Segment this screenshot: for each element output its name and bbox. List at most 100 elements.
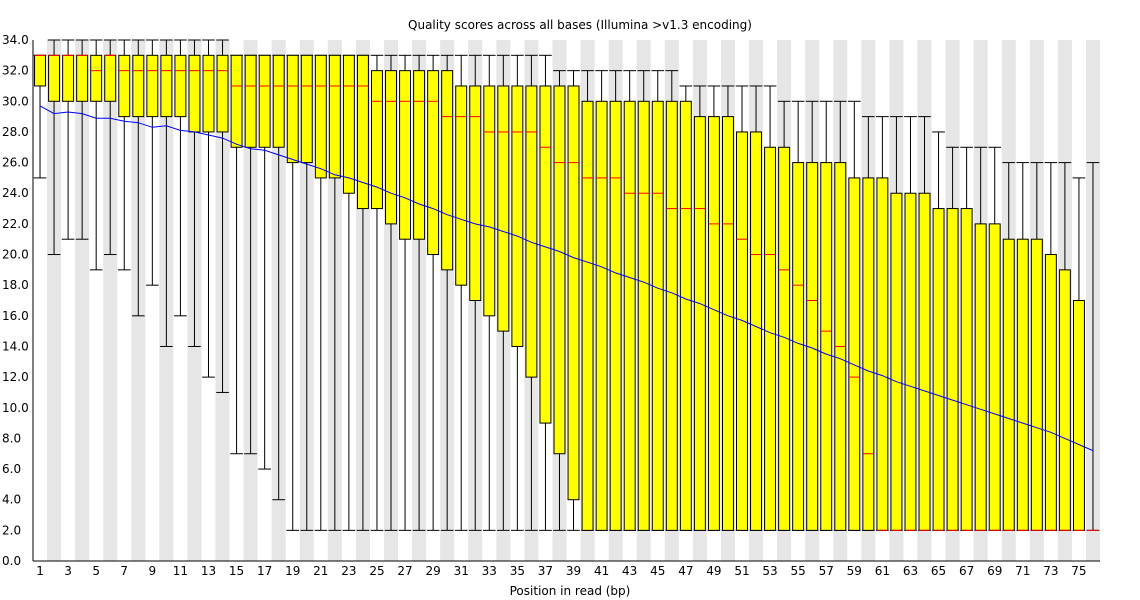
x-tick-label: 55: [791, 564, 806, 578]
box-65: [932, 208, 945, 531]
box-50: [721, 116, 734, 531]
x-tick-label: 63: [903, 564, 918, 578]
box-48: [693, 116, 706, 531]
x-tick-label: 31: [454, 564, 469, 578]
x-tick-label: 67: [959, 564, 974, 578]
box-70: [1002, 238, 1015, 531]
box-69: [988, 223, 1001, 531]
box-75: [1072, 300, 1085, 531]
box-32: [469, 85, 482, 302]
box-2: [48, 54, 61, 102]
box-33: [483, 85, 496, 317]
y-tick-label: 34.0: [2, 33, 29, 47]
x-axis-label: Position in read (bp): [510, 584, 631, 598]
box-36: [525, 85, 538, 378]
box-63: [904, 192, 917, 531]
x-tick-label: 47: [678, 564, 693, 578]
y-tick-label: 32.0: [2, 64, 29, 78]
box-28: [413, 70, 426, 240]
box-62: [890, 192, 903, 531]
box-30: [441, 70, 454, 271]
box-26: [385, 70, 397, 225]
box-47: [679, 100, 692, 531]
x-tick-label: 45: [650, 564, 665, 578]
box-10: [160, 54, 173, 118]
box-8: [132, 54, 145, 118]
y-tick-label: 28.0: [2, 125, 29, 139]
x-tick-label: 71: [1015, 564, 1030, 578]
box-12: [188, 54, 201, 133]
box-42: [609, 100, 622, 531]
band-2: [47, 40, 62, 561]
x-tick-label: 51: [734, 564, 749, 578]
x-tick-label: 27: [397, 564, 412, 578]
box-1: [34, 54, 46, 87]
x-tick-label: 11: [173, 564, 188, 578]
box-4: [76, 54, 89, 102]
box-15: [230, 54, 243, 148]
y-tick-label: 24.0: [2, 186, 29, 200]
x-tick-label: 3: [64, 564, 72, 578]
y-tick-label: 20.0: [2, 248, 29, 262]
x-tick-label: 65: [931, 564, 946, 578]
axes: [32, 40, 1100, 562]
x-tick-label: 17: [257, 564, 272, 578]
box-59: [848, 177, 861, 531]
x-tick-label: 75: [1071, 564, 1086, 578]
y-tick-label: 30.0: [2, 94, 29, 108]
box-17: [258, 54, 271, 148]
x-tick-label: 61: [875, 564, 890, 578]
x-tick-label: 59: [847, 564, 862, 578]
y-tick-label: 8.0: [2, 431, 21, 445]
y-tick-label: 4.0: [2, 493, 21, 507]
box-25: [370, 70, 383, 210]
box-38: [553, 85, 566, 455]
x-tick-label: 37: [538, 564, 553, 578]
x-tick-label: 73: [1043, 564, 1058, 578]
box-64: [918, 192, 931, 531]
box-29: [427, 70, 440, 256]
band-4: [75, 40, 90, 561]
box-14: [216, 54, 229, 133]
x-tick-label: 9: [149, 564, 157, 578]
x-tick-label: 49: [706, 564, 721, 578]
chart-title: Quality scores across all bases (Illumin…: [408, 18, 752, 32]
box-49: [707, 116, 720, 531]
box-71: [1016, 238, 1029, 531]
box-18: [272, 54, 285, 148]
box-22: [328, 54, 341, 179]
y-tick-label: 26.0: [2, 156, 29, 170]
box-16: [244, 54, 257, 148]
y-tick-label: 18.0: [2, 278, 29, 292]
box-31: [455, 85, 468, 286]
box-44: [637, 100, 650, 531]
x-tick-label: 23: [341, 564, 356, 578]
x-tick-labels: 1 3 5 7 9 11 13 15 17 19 21 23 25 27 29 31 33 35 37 39 41 43 4…: [36, 564, 1086, 578]
box-6: [104, 54, 117, 102]
y-tick-labels: 0.0 2.0 4.0 6.0 8.0 10.0 12.0 14.0 16.0 18.0 20.0 2…: [2, 33, 29, 568]
box-57: [820, 162, 833, 531]
y-tick-label: 12.0: [2, 370, 29, 384]
box-21: [314, 54, 327, 179]
y-tick-label: 10.0: [2, 401, 29, 415]
box-19: [286, 54, 299, 164]
x-tick-label: 39: [566, 564, 581, 578]
band-6: [103, 40, 118, 561]
box-23: [342, 54, 355, 194]
mean-line: [39, 105, 1094, 452]
x-tick-label: 5: [92, 564, 100, 578]
x-tick-label: 53: [762, 564, 777, 578]
box-13: [202, 54, 215, 133]
x-tick-label: 43: [622, 564, 637, 578]
boxes: [34, 54, 1085, 531]
box-27: [399, 70, 412, 240]
y-tick-label: 2.0: [2, 523, 21, 537]
x-tick-label: 7: [120, 564, 128, 578]
box-24: [356, 54, 369, 210]
box-55: [792, 162, 805, 531]
box-54: [778, 146, 791, 531]
box-67: [960, 208, 973, 531]
box-41: [595, 100, 608, 531]
x-tick-label: 41: [594, 564, 609, 578]
box-72: [1030, 238, 1043, 531]
